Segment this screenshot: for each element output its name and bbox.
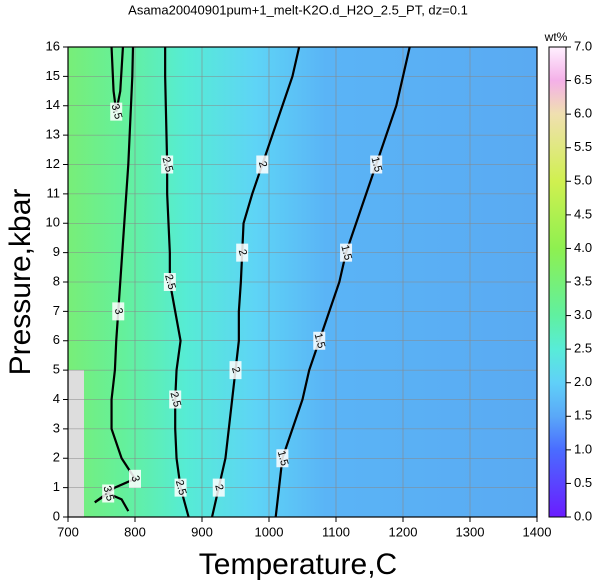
y-tick-label: 16 xyxy=(46,38,60,53)
contour-label: 2 xyxy=(236,248,249,257)
y-tick-label: 15 xyxy=(46,68,60,83)
colorbar-tick-label: 3.5 xyxy=(574,273,592,288)
colorbar-tick-label: 0.0 xyxy=(574,508,592,523)
contour-line xyxy=(210,46,301,518)
contour-label: 3 xyxy=(112,307,125,316)
contour-label-bg xyxy=(169,390,182,409)
colorbar-tick-label: 2.0 xyxy=(574,374,592,389)
contour-label-bg xyxy=(229,361,242,380)
y-tick-label: 9 xyxy=(53,244,60,259)
y-tick-label: 14 xyxy=(46,97,60,112)
y-axis-label: Pressure,kbar xyxy=(4,189,37,376)
y-tick-label: 1 xyxy=(53,479,60,494)
contour-label: 2 xyxy=(256,160,269,169)
colorbar-tick-label: 0.5 xyxy=(574,475,592,490)
masked-region xyxy=(68,370,84,517)
contour-label: 1.5 xyxy=(369,156,385,174)
colorbar-tick-label: 6.5 xyxy=(574,72,592,87)
x-tick-label: 1200 xyxy=(389,524,418,539)
x-tick-label: 1100 xyxy=(322,524,350,539)
contour-label-bg xyxy=(102,484,115,503)
y-tick-label: 7 xyxy=(53,303,60,318)
contour-line xyxy=(274,46,411,518)
colorbar-tick-label: 1.0 xyxy=(574,441,592,456)
contour-label-bg xyxy=(370,155,383,174)
colorbar-tick-label: 4.0 xyxy=(574,240,592,255)
colorbar-tick-label: 2.5 xyxy=(574,341,592,356)
colorbar-tick-label: 5.0 xyxy=(574,173,592,188)
x-tick-label: 1000 xyxy=(255,524,284,539)
contour-label-bg xyxy=(313,331,326,350)
contour-label-bg xyxy=(276,449,289,468)
contour-label-bg xyxy=(161,155,174,174)
contour-label: 3 xyxy=(129,474,142,483)
x-tick-label: 1300 xyxy=(456,524,485,539)
contour-label-bg xyxy=(340,243,353,262)
contour-label: 2.5 xyxy=(162,273,178,291)
contour-line xyxy=(94,46,137,504)
colorbar-tick-label: 4.5 xyxy=(574,206,592,221)
colorbar-title: wt% xyxy=(544,30,568,44)
x-tick-label: 700 xyxy=(57,524,79,539)
contour-label: 1.5 xyxy=(275,449,291,467)
contour-label-bg xyxy=(174,478,187,497)
contour-label-bg xyxy=(129,469,141,488)
y-tick-label: 8 xyxy=(53,273,60,288)
contour-label-bg xyxy=(163,273,176,291)
colorbar-tick-label: 6.0 xyxy=(574,106,592,121)
y-tick-label: 12 xyxy=(46,156,60,171)
colorbar-tick-label: 5.5 xyxy=(574,139,592,154)
contour-label: 3.5 xyxy=(109,103,125,121)
chart-title: Asama20040901pum+1_melt-K2O.d_H2O_2.5_PT… xyxy=(128,2,468,17)
contour-label-bg xyxy=(256,155,269,174)
y-tick-label: 4 xyxy=(53,391,60,406)
contour-label-bg xyxy=(212,478,225,497)
y-tick-label: 11 xyxy=(47,185,61,200)
contour-label-bg xyxy=(112,302,125,321)
contour-label: 2.5 xyxy=(159,156,175,174)
contour-label: 2 xyxy=(229,366,242,375)
contour-label: 3.5 xyxy=(101,485,117,503)
y-tick-label: 10 xyxy=(46,215,60,230)
contour-label: 2.5 xyxy=(173,479,189,497)
contour-label-bg xyxy=(236,243,249,262)
y-tick-label: 13 xyxy=(46,127,60,142)
x-tick-label: 1400 xyxy=(523,524,552,539)
colorbar-tick-label: 3.0 xyxy=(574,307,592,322)
y-tick-label: 3 xyxy=(53,420,60,435)
x-tick-label: 900 xyxy=(191,524,213,539)
contour-label: 2 xyxy=(212,483,225,492)
x-tick-label: 800 xyxy=(124,524,146,539)
y-tick-label: 5 xyxy=(53,362,60,377)
contour-label: 1.5 xyxy=(338,244,354,262)
y-tick-label: 0 xyxy=(53,508,60,523)
y-tick-label: 6 xyxy=(53,332,60,347)
y-tick-label: 2 xyxy=(53,450,60,465)
contour-label: 2.5 xyxy=(168,391,184,409)
colorbar-tick-label: 7.0 xyxy=(574,38,592,53)
contour-label-bg xyxy=(110,102,123,121)
contour-label: 1.5 xyxy=(312,332,328,350)
x-axis-label: Temperature,C xyxy=(199,548,397,581)
colorbar-tick-label: 1.5 xyxy=(574,408,592,423)
contour-line xyxy=(94,492,130,512)
colorbar xyxy=(548,46,567,518)
